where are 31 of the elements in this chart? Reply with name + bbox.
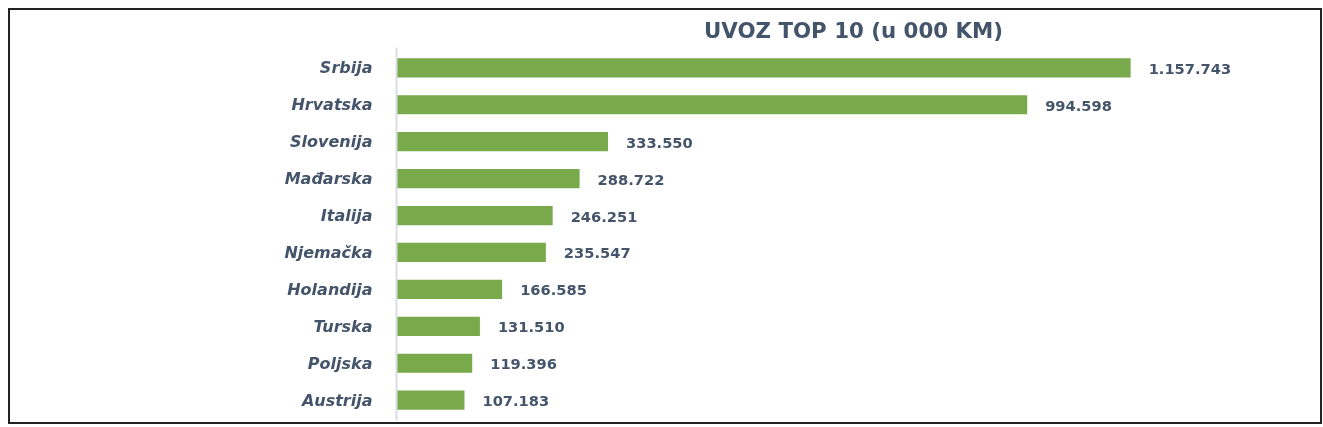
y-tick-label: Turska xyxy=(313,316,373,336)
bar xyxy=(396,316,480,336)
data-label: 288.722 xyxy=(597,170,665,188)
data-label: 119.396 xyxy=(490,355,557,373)
bar xyxy=(396,242,546,263)
bar xyxy=(396,205,553,226)
y-tick-label: Poljska xyxy=(307,353,373,373)
y-tick-label: Italija xyxy=(320,206,373,226)
data-label: 107.183 xyxy=(482,392,550,410)
bar xyxy=(396,132,609,152)
y-tick-label: Hrvatska xyxy=(291,95,373,115)
y-tick-label: Austrija xyxy=(299,390,373,410)
bar xyxy=(396,169,580,189)
chart-title: UVOZ TOP 10 (u 000 KM) xyxy=(703,17,1004,43)
y-tick-label: Srbija xyxy=(319,58,373,78)
y-tick-label: Holandija xyxy=(287,279,373,299)
data-label: 235.547 xyxy=(563,244,631,262)
data-label: 131.510 xyxy=(497,318,565,336)
y-tick-label: Slovenija xyxy=(290,132,373,152)
data-label: 333.550 xyxy=(626,133,693,151)
y-tick-label: Njemačka xyxy=(284,242,373,262)
data-label: 166.585 xyxy=(520,281,587,299)
data-label: 1.157.743 xyxy=(1148,59,1232,77)
bar xyxy=(396,390,465,410)
y-tick-label: Mađarska xyxy=(284,169,373,189)
data-label: 994.598 xyxy=(1045,96,1112,114)
bar xyxy=(396,95,1028,115)
bar xyxy=(396,353,473,373)
bar xyxy=(396,58,1131,78)
data-label: 246.251 xyxy=(570,207,638,225)
bar xyxy=(396,279,503,299)
